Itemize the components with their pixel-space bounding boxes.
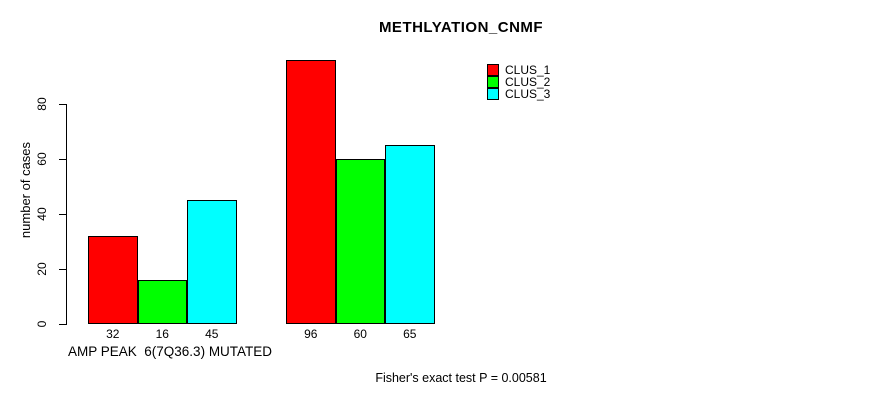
legend-item-CLUS_3: CLUS_3	[487, 88, 550, 100]
chart-title: METHLYATION_CNMF	[378, 19, 544, 36]
bar-value-CLUS_3-group2: 65	[403, 327, 417, 341]
bar-CLUS_1-group1	[88, 236, 138, 324]
fisher-test-annotation: Fisher's exact test P = 0.00581	[375, 371, 547, 385]
legend-label-CLUS_1: CLUS_1	[505, 63, 551, 77]
legend-swatch-CLUS_1	[487, 64, 499, 76]
y-axis-tick-label: 0	[35, 320, 49, 328]
y-axis-line	[66, 104, 67, 325]
legend-item-CLUS_1: CLUS_1	[487, 64, 550, 76]
legend-swatch-CLUS_3	[487, 88, 499, 100]
y-axis-tick-label: 80	[35, 97, 49, 111]
legend-swatch-CLUS_2	[487, 76, 499, 88]
bar-CLUS_2-group2	[335, 159, 385, 324]
y-axis-tick	[59, 269, 66, 270]
legend-label-CLUS_3: CLUS_3	[505, 87, 551, 101]
bar-CLUS_2-group1	[137, 280, 187, 324]
x-axis-label: AMP PEAK 6(7Q36.3) MUTATED	[68, 344, 273, 359]
y-axis-tick	[59, 214, 66, 215]
legend: CLUS_1 CLUS_2 CLUS_3	[487, 64, 550, 100]
bar-value-CLUS_2-group1: 16	[155, 327, 169, 341]
bar-value-CLUS_2-group2: 60	[353, 327, 367, 341]
bar-value-CLUS_1-group2: 96	[304, 327, 318, 341]
y-axis-tick	[59, 104, 66, 105]
bar-CLUS_3-group1	[187, 200, 237, 324]
y-axis-tick-label: 20	[35, 262, 49, 276]
bar-CLUS_3-group2	[385, 145, 435, 324]
bar-value-CLUS_3-group1: 45	[205, 327, 219, 341]
y-axis-tick-label: 40	[35, 207, 49, 221]
bar-CLUS_1-group2	[286, 60, 336, 324]
y-axis-tick-label: 60	[35, 152, 49, 166]
bar-value-CLUS_1-group1: 32	[106, 327, 120, 341]
legend-label-CLUS_2: CLUS_2	[505, 75, 551, 89]
y-axis-tick	[59, 159, 66, 160]
y-axis-tick	[59, 324, 66, 325]
legend-item-CLUS_2: CLUS_2	[487, 76, 550, 88]
